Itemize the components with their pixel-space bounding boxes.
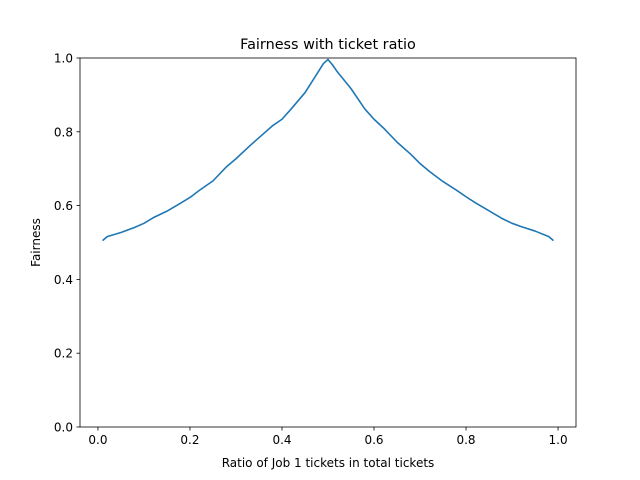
x-tick-label: 0.6	[364, 433, 383, 447]
y-tick-label: 0.4	[54, 273, 73, 287]
x-tick-label: 0.4	[272, 433, 291, 447]
y-axis-label: Fairness	[29, 218, 43, 267]
x-tick-label: 0.2	[180, 433, 199, 447]
x-tick-label: 0.8	[456, 433, 475, 447]
y-axis: 0.0 0.2 0.4 0.6 0.8 1.0	[54, 52, 80, 435]
y-tick-label: 0.8	[54, 125, 73, 139]
x-tick-label: 0.0	[88, 433, 107, 447]
x-tick-label: 1.0	[549, 433, 568, 447]
chart-title: Fairness with ticket ratio	[240, 37, 416, 53]
x-axis: 0.0 0.2 0.4 0.6 0.8 1.0	[88, 427, 568, 447]
plot-area: 0.0 0.2 0.4 0.6 0.8 1.0 0.0 0.2 0.4 0.6 0.8 1.0	[54, 52, 577, 447]
y-tick-label: 0.0	[54, 421, 73, 435]
x-axis-label: Ratio of Job 1 tickets in total tickets	[222, 456, 435, 470]
axes-frame	[79, 57, 577, 428]
y-tick-label: 1.0	[54, 52, 73, 66]
series-line	[102, 58, 554, 242]
y-tick-label: 0.2	[54, 347, 73, 361]
y-tick-label: 0.6	[54, 199, 73, 213]
